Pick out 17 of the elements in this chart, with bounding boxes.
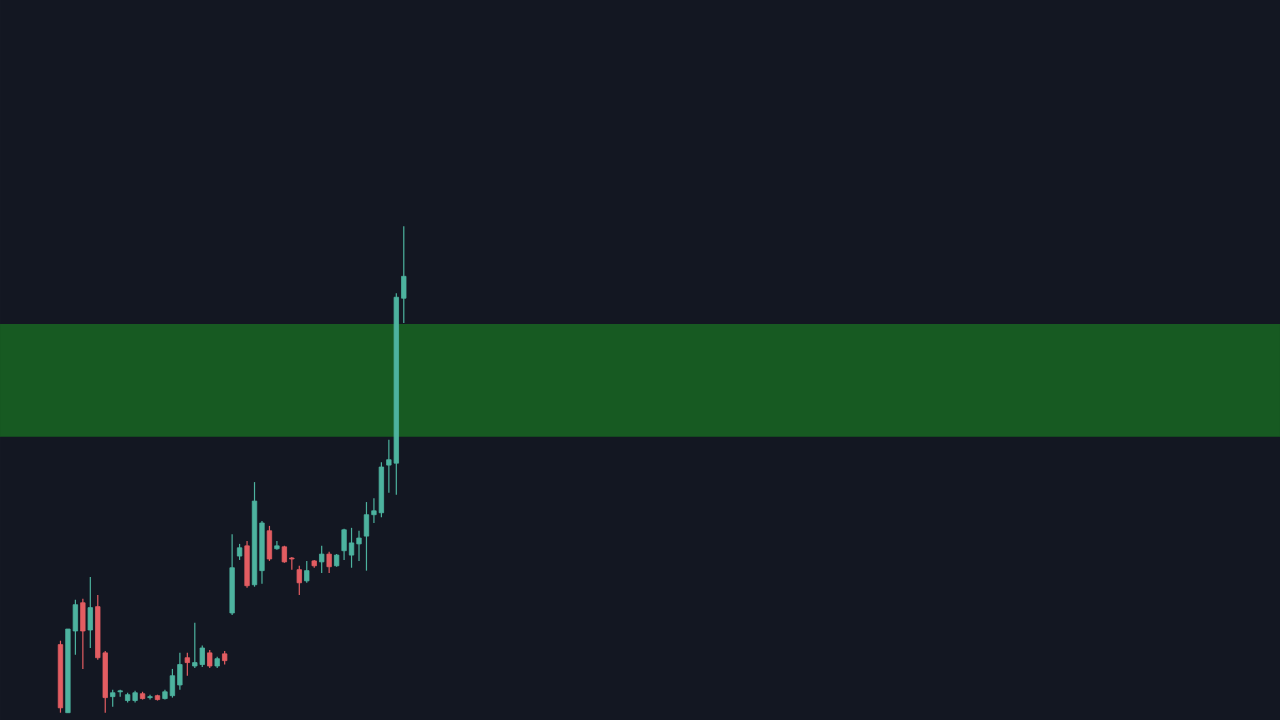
candlestick bbox=[401, 225, 407, 324]
candlestick bbox=[304, 560, 310, 584]
candlestick bbox=[348, 527, 355, 569]
candlestick bbox=[341, 528, 347, 561]
candlestick bbox=[177, 652, 183, 691]
candlestick bbox=[371, 497, 377, 524]
candlestick bbox=[356, 530, 362, 562]
candlestick bbox=[147, 694, 153, 701]
candlestick bbox=[87, 576, 93, 649]
candlestick bbox=[363, 501, 370, 572]
candlestick bbox=[207, 649, 213, 669]
candlestick bbox=[296, 565, 302, 596]
candlestick bbox=[319, 545, 325, 574]
candlestick bbox=[326, 551, 332, 574]
candlestick bbox=[169, 668, 176, 699]
candlestick bbox=[184, 652, 190, 677]
candlestick bbox=[274, 540, 280, 551]
